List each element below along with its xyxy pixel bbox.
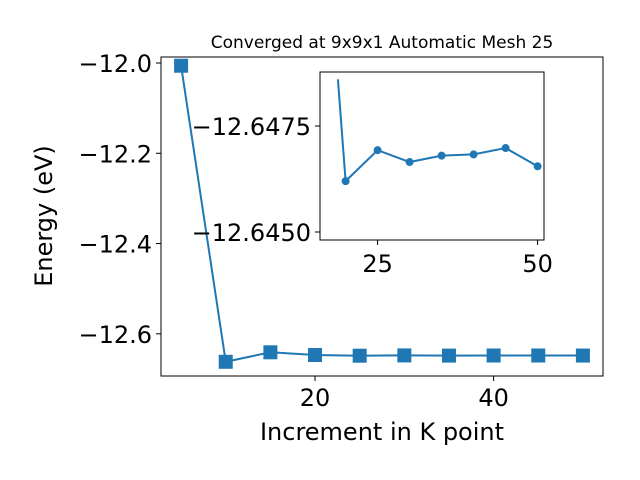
- energy-data-point: [352, 348, 367, 363]
- inset-data-point: [469, 150, 478, 159]
- main-plot-frame: [160, 56, 604, 377]
- inset-data-point: [501, 144, 510, 153]
- inset-data-point: [405, 158, 414, 167]
- inset-x-axis: 25 50: [362, 240, 553, 278]
- y-axis-label: Energy (eV): [30, 145, 58, 287]
- energy-data-point: [397, 348, 412, 363]
- inset-series: [336, 79, 542, 186]
- main-plot: 20 40 −12.0−12.2−12.4−12.6 Converged at 9…: [30, 33, 604, 446]
- energy-data-point: [486, 348, 501, 363]
- chart-title: Converged at 9x9x1 Automatic Mesh 25: [211, 33, 554, 53]
- y-tick-label: −12.4: [78, 231, 152, 259]
- energy-data-point: [263, 345, 278, 360]
- inset-y-tick-label: −12.6475: [192, 113, 311, 141]
- energy-data-point: [575, 348, 590, 363]
- main-x-axis: 20 40: [300, 376, 509, 412]
- y-tick-label: −12.0: [78, 50, 152, 78]
- y-tick-label: −12.6: [78, 321, 152, 349]
- inset-x-tick-label: 25: [362, 250, 393, 278]
- inset-x-tick-label: 50: [522, 250, 553, 278]
- energy-series-line: [180, 65, 583, 363]
- x-tick-label: 40: [478, 384, 509, 412]
- energy-data-point: [218, 354, 233, 369]
- inset-data-point: [437, 151, 446, 160]
- inset-data-point: [373, 146, 382, 155]
- inset-y-axis: −12.6475 −12.6450: [192, 113, 320, 247]
- energy-data-point: [174, 58, 189, 73]
- main-y-axis: −12.0 −12.2 −12.4 −12.6: [78, 50, 161, 349]
- x-axis-label: Increment in K point: [260, 418, 504, 446]
- inset-data-point: [341, 177, 350, 186]
- inset-y-tick-label: −12.6450: [192, 219, 311, 247]
- y-tick-label: −12.2: [78, 140, 152, 168]
- inset-plot: 25 50 −12.6475 −12.6450: [192, 71, 553, 278]
- energy-data-point: [441, 348, 456, 363]
- inset-data-point: [533, 162, 542, 171]
- inset-plot-frame: [319, 71, 545, 241]
- energy-data-point: [531, 348, 546, 363]
- x-tick-label: 20: [300, 384, 331, 412]
- inset-series-line: [336, 79, 539, 184]
- main-series: [174, 58, 590, 369]
- energy-data-point: [308, 348, 323, 363]
